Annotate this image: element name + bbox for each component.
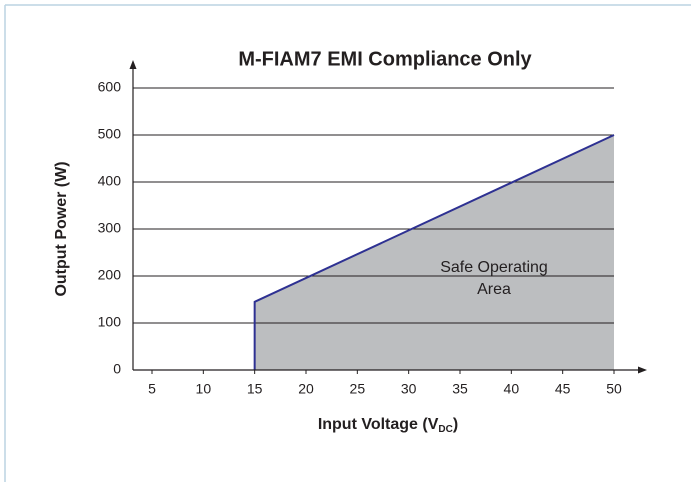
x-tick-label: 20 [298, 381, 314, 397]
x-tick-label: 40 [504, 381, 520, 397]
x-tick-label: 5 [148, 381, 156, 397]
x-tick-label: 35 [452, 381, 468, 397]
x-label-end: ) [453, 416, 458, 433]
y-axis-label: Output Power (W) [53, 161, 70, 296]
x-tick-label: 15 [247, 381, 263, 397]
y-tick-label: 300 [98, 220, 122, 236]
chart-title: M-FIAM7 EMI Compliance Only [238, 48, 532, 70]
y-tick-label: 400 [98, 173, 122, 189]
x-label-main: Input Voltage (V [318, 416, 439, 433]
y-tick-label: 0 [113, 361, 121, 377]
annotation: Area [477, 281, 511, 298]
x-tick-label: 30 [401, 381, 417, 397]
y-tick-label: 100 [98, 314, 122, 330]
y-arrow [129, 60, 137, 69]
area [254, 135, 614, 370]
x-arrow [638, 366, 647, 374]
x-label-sub: DC [438, 424, 452, 435]
line [253, 134, 615, 370]
y-tick-label: 500 [98, 126, 122, 142]
x-axis-label: Input Voltage (VDC) [318, 416, 458, 434]
annotation: Safe Operating [440, 259, 548, 276]
x-tick-label: 50 [606, 381, 622, 397]
x-tick-label: 25 [350, 381, 366, 397]
x-tick-label: 45 [555, 381, 571, 397]
y-tick-label: 600 [98, 79, 122, 95]
y-tick-label: 200 [98, 267, 122, 283]
x-tick-label: 10 [196, 381, 212, 397]
